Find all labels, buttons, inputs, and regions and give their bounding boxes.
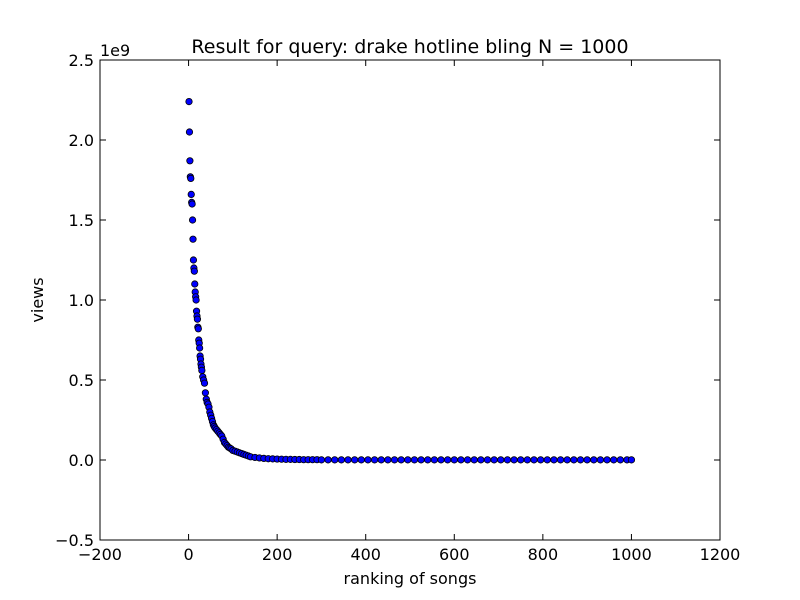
data-point	[457, 456, 465, 464]
data-point	[200, 379, 209, 387]
data-point	[576, 456, 585, 464]
data-point	[324, 456, 332, 464]
y-tick-label: 0.0	[69, 451, 94, 470]
data-point	[417, 456, 425, 464]
data-point	[404, 456, 412, 464]
data-point	[193, 315, 202, 323]
data-point	[357, 456, 365, 464]
data-point	[503, 456, 512, 464]
data-point	[188, 200, 196, 208]
x-tick-label: 200	[262, 545, 293, 564]
data-point	[543, 456, 551, 464]
data-point	[463, 456, 472, 464]
data-point	[590, 456, 598, 464]
data-point	[186, 157, 194, 165]
data-point	[430, 456, 438, 464]
data-point	[344, 456, 352, 464]
data-point	[437, 456, 445, 464]
data-point	[483, 456, 492, 464]
y-tick-label: 2.0	[69, 131, 94, 150]
data-point	[530, 456, 538, 464]
data-point	[351, 456, 359, 464]
x-tick-label: −200	[78, 545, 122, 564]
data-point	[490, 456, 498, 464]
data-point	[610, 456, 618, 464]
data-point	[390, 456, 399, 464]
data-point	[190, 267, 198, 275]
data-point	[317, 456, 326, 464]
x-tick-label: 1200	[700, 545, 741, 564]
data-point	[410, 456, 419, 464]
data-point	[337, 456, 345, 464]
data-point	[550, 456, 558, 464]
y-offset-label: 1e9	[100, 41, 130, 60]
data-point	[187, 174, 195, 182]
y-tick-labels: −0.5 0.0 0.5 1.0 1.5 2.0 2.5	[55, 51, 94, 550]
data-point	[517, 456, 525, 464]
data-point	[384, 456, 392, 464]
data-point	[331, 456, 339, 464]
data-point	[470, 456, 478, 464]
data-point	[570, 456, 578, 464]
chart-title: Result for query: drake hotline bling N …	[191, 36, 628, 58]
y-axis-label: views	[28, 277, 47, 322]
data-point	[185, 98, 193, 106]
data-point	[510, 456, 518, 464]
data-point	[191, 280, 199, 288]
data-point	[556, 456, 565, 464]
data-point	[187, 190, 195, 198]
data-point	[189, 235, 197, 243]
data-point	[192, 296, 200, 304]
data-point	[563, 456, 571, 464]
data-point	[194, 325, 202, 333]
y-tick-label: 2.5	[69, 51, 94, 70]
data-point	[444, 456, 452, 464]
y-tick-label: 0.5	[69, 371, 94, 390]
data-point	[370, 456, 379, 464]
x-tick-label: 400	[350, 545, 381, 564]
data-point	[196, 344, 204, 352]
x-tick-label: 800	[528, 545, 559, 564]
data-point	[450, 456, 458, 464]
data-point	[627, 456, 636, 464]
y-tick-label: 1.0	[69, 291, 94, 310]
data-point	[188, 216, 197, 224]
data-point	[201, 389, 209, 397]
data-point	[523, 456, 531, 464]
data-points	[185, 98, 636, 464]
data-point	[537, 456, 545, 464]
data-point	[377, 456, 385, 464]
data-point	[185, 128, 194, 136]
data-point	[364, 456, 372, 464]
y-tick-label: −0.5	[55, 531, 94, 550]
data-point	[603, 456, 611, 464]
data-point	[424, 456, 432, 464]
x-tick-labels: −200 0 200 400 600 800 1000 1200	[78, 545, 740, 564]
y-tick-label: 1.5	[69, 211, 94, 230]
x-axis-label: ranking of songs	[344, 569, 477, 588]
data-point	[583, 456, 591, 464]
x-tick-label: 0	[183, 545, 193, 564]
x-tick-label: 600	[439, 545, 470, 564]
data-point	[596, 456, 605, 464]
data-point	[198, 366, 206, 374]
x-tick-label: 1000	[611, 545, 652, 564]
data-point	[497, 456, 505, 464]
data-point	[189, 256, 198, 264]
data-point	[616, 456, 624, 464]
plot-frame	[99, 59, 721, 541]
data-point	[397, 456, 405, 464]
data-point	[477, 456, 485, 464]
